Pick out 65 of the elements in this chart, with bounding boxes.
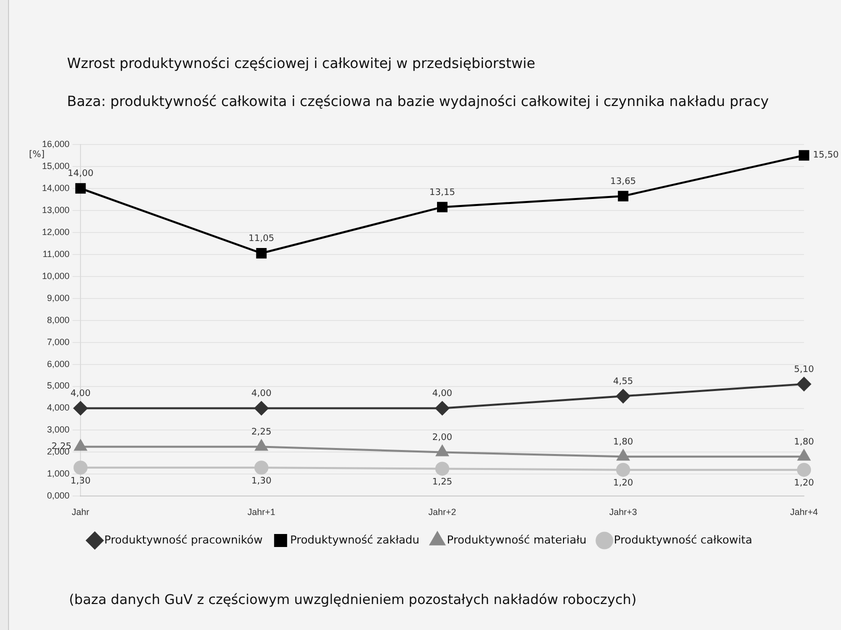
point (437, 202, 448, 212)
data-label: 1,80 (794, 437, 814, 448)
point (616, 450, 630, 461)
y-tick-label: 11,000 (42, 248, 70, 259)
chart-subtitle: Baza: produktywność całkowita i częściowa na bazie wydajności całkowitej i czynnika nakładu pracy (67, 94, 769, 110)
point (797, 377, 811, 392)
y-tick-label: 10,000 (42, 270, 70, 281)
y-tick-label: 8,000 (46, 314, 70, 325)
y-tick-label: 9,000 (46, 292, 70, 303)
point (256, 248, 267, 258)
point (435, 401, 450, 416)
point (797, 462, 811, 477)
data-label: 5,10 (794, 364, 814, 375)
point (798, 450, 810, 461)
legend-label: Produktywność zakładu (290, 533, 420, 546)
point (255, 440, 268, 451)
data-label: 1,30 (251, 476, 272, 486)
point (75, 183, 86, 194)
point (618, 190, 628, 202)
y-tick-label: 3,000 (46, 424, 70, 435)
point (436, 445, 448, 456)
chart-title: Wzrost produktywności częściowej i całkowitej w przedsiębiorstwie (67, 56, 536, 72)
y-tick-label: 1,000 (46, 468, 70, 479)
data-label: 4,00 (251, 389, 272, 400)
data-label: 2,00 (432, 433, 453, 444)
x-tick-label: Jahr+1 (248, 507, 276, 518)
data-label: 11,05 (248, 234, 274, 244)
y-tick-label: 15,000 (42, 160, 70, 171)
y-tick-label: 6,000 (46, 358, 70, 369)
point (798, 150, 810, 161)
data-label: 15,50 (813, 150, 840, 161)
data-label: 4,00 (70, 389, 91, 400)
data-label: 1,20 (794, 478, 814, 489)
data-label: 1,80 (613, 437, 634, 448)
data-label: 1,20 (613, 478, 634, 489)
y-tick-label: 7,000 (46, 336, 70, 347)
data-label: 4,55 (613, 377, 634, 387)
legend-label: Produktywność pracowników (104, 533, 263, 546)
x-tick-label: Jahr (72, 507, 90, 518)
point (254, 460, 268, 475)
y-tick-label: 16,000 (42, 138, 70, 149)
x-tick-label: Jahr+4 (790, 507, 818, 518)
data-label: 13,65 (610, 176, 636, 187)
data-label: 1,25 (432, 478, 452, 488)
point (254, 401, 268, 416)
y-tick-label: 12,000 (42, 226, 70, 237)
y-tick-label: 13,000 (42, 204, 70, 215)
y-tick-label: 0,000 (46, 490, 70, 501)
legend-label: Produktywność całkowita (614, 533, 752, 546)
y-axis-title: [%] (29, 150, 45, 160)
data-label: 4,00 (432, 389, 453, 400)
point (616, 389, 630, 404)
y-tick-label: 14,000 (42, 182, 70, 193)
data-label: 14,00 (68, 169, 94, 180)
y-tick-label: 4,000 (46, 402, 70, 413)
x-tick-label: Jahr+2 (428, 507, 456, 518)
data-label: 2,25 (251, 428, 272, 438)
y-tick-label: 5,000 (46, 380, 70, 391)
legend-label: Produktywność materiału (446, 533, 586, 546)
x-tick-label: Jahr+3 (609, 507, 638, 518)
data-label: 1,30 (70, 476, 91, 486)
data-label: 13,15 (429, 188, 456, 198)
point (616, 462, 630, 477)
text: (baza danych GuV z częściowym uwzględnieniem pozostałych nakładów roboczych) (69, 592, 637, 608)
point (435, 462, 450, 476)
